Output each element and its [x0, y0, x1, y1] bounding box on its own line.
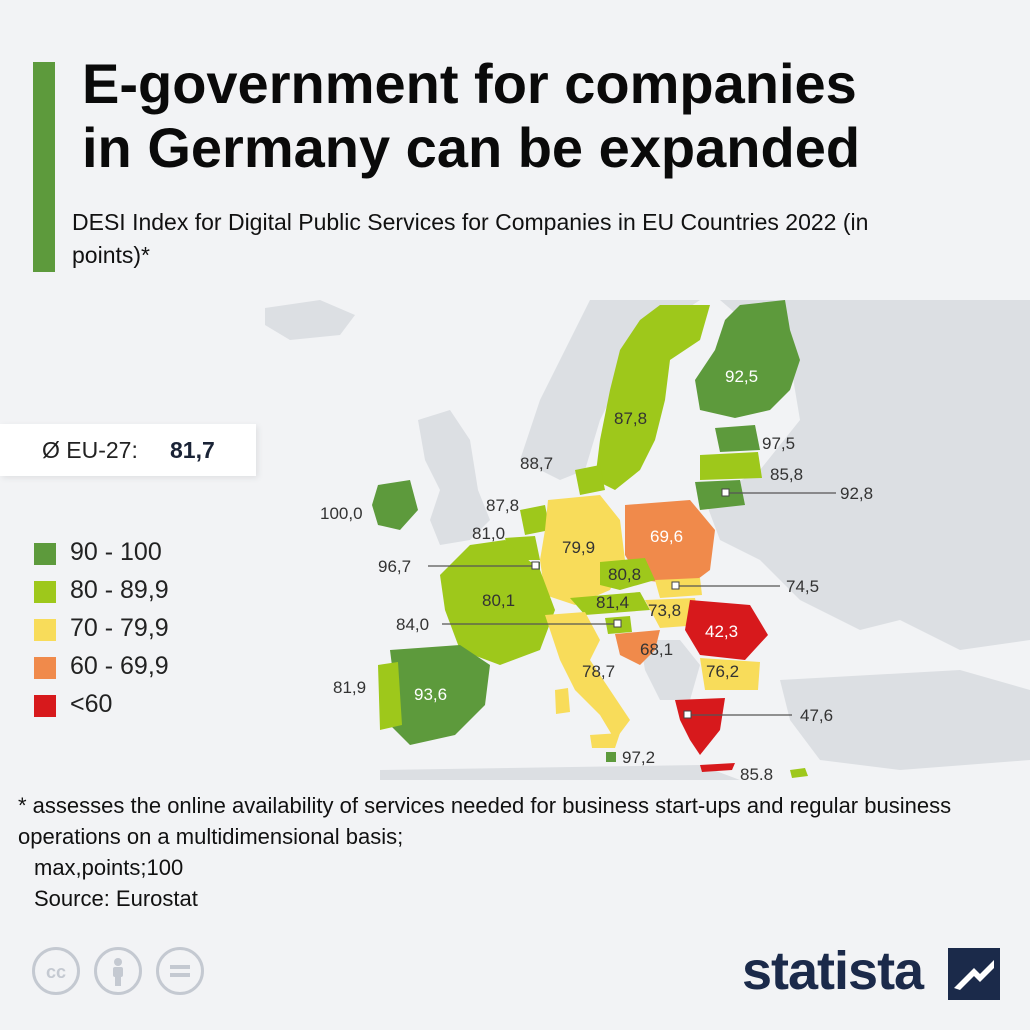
- bulgaria-value: 76,2: [706, 662, 739, 681]
- latvia-value: 85,8: [770, 465, 803, 484]
- luxembourg-value: 96,7: [378, 557, 411, 576]
- legend-swatch: [34, 581, 56, 603]
- greece-value: 47,6: [800, 706, 833, 725]
- legend-label: 70 - 79,9: [70, 614, 169, 642]
- czechia-shape: [600, 558, 655, 590]
- turkey-land: [780, 670, 1030, 770]
- legend-label: 90 - 100: [70, 538, 162, 566]
- eu-average-box: Ø EU-27: 81,7: [0, 424, 256, 476]
- spain-value: 93,6: [414, 685, 447, 704]
- value-labels: 92,5 87,8 97,5 85,8 92,8 88,7 100,0 87,8…: [320, 367, 873, 780]
- denmark-value: 88,7: [520, 454, 553, 473]
- non-eu-land: [265, 300, 1030, 780]
- romania-shape: [685, 600, 768, 660]
- slovakia-value: 74,5: [786, 577, 819, 596]
- balkans-land: [640, 640, 700, 700]
- cc-icon[interactable]: cc: [32, 947, 80, 995]
- portugal-shape: [378, 662, 402, 730]
- germany-value: 79,9: [562, 538, 595, 557]
- greece-shape: [675, 698, 725, 755]
- austria-value: 81,4: [596, 593, 629, 612]
- netherlands-value: 87,8: [486, 496, 519, 515]
- netherlands-shape: [520, 505, 550, 535]
- hungary-value: 73,8: [648, 601, 681, 620]
- legend-swatch: [34, 695, 56, 717]
- page-title: E-government for companies in Germany ca…: [82, 52, 1012, 180]
- eu-countries: [372, 300, 808, 778]
- estonia-shape: [715, 425, 760, 452]
- brand-name: statista: [742, 941, 924, 1001]
- europe-map: 92,5 87,8 97,5 85,8 92,8 88,7 100,0 87,8…: [0, 300, 1030, 780]
- footnote-definition: * assesses the online availability of se…: [18, 793, 952, 849]
- sweden-value: 87,8: [614, 409, 647, 428]
- malta-shape: [606, 752, 616, 762]
- malta-value: 97,2: [622, 748, 655, 767]
- hungary-shape: [645, 598, 700, 628]
- latvia-shape: [700, 452, 762, 480]
- title-accent-bar: [33, 62, 55, 272]
- spain-shape: [390, 645, 490, 745]
- legend-swatch: [34, 543, 56, 565]
- russia-ukraine-land: [705, 300, 1030, 650]
- leader-lines: [428, 488, 836, 719]
- portugal-value: 81,9: [333, 678, 366, 697]
- statista-logo-icon: [948, 948, 1000, 1000]
- ireland-value: 100,0: [320, 504, 363, 523]
- legend-label: 60 - 69,9: [70, 652, 169, 680]
- sweden-shape: [595, 305, 710, 490]
- poland-value: 69,6: [650, 527, 683, 546]
- eu-average-value: 81,7: [170, 437, 215, 463]
- denmark-shape: [575, 465, 605, 495]
- title-line-1: E-government for companies: [82, 52, 857, 115]
- france-shape: [440, 540, 555, 665]
- legend-swatch: [34, 619, 56, 641]
- croatia-shape: [615, 630, 660, 665]
- crete-shape: [700, 763, 735, 772]
- uk-land: [418, 410, 490, 545]
- footnote-max-points: max,points;100: [34, 855, 184, 880]
- footnote: * assesses the online availability of se…: [18, 790, 1018, 914]
- croatia-value: 68,1: [640, 640, 673, 659]
- cyprus-shape: [790, 768, 808, 778]
- sicily-shape: [590, 733, 620, 748]
- attribution-icon[interactable]: [94, 947, 142, 995]
- finland-value: 92,5: [725, 367, 758, 386]
- estonia-value: 97,5: [762, 434, 795, 453]
- italy-value: 78,7: [582, 662, 615, 681]
- slovenia-pin: [613, 619, 622, 628]
- lithuania-pin: [721, 488, 730, 497]
- iceland-land: [265, 300, 355, 340]
- ireland-shape: [372, 480, 418, 530]
- austria-shape: [570, 592, 650, 615]
- eu-average-label: Ø EU-27:: [42, 437, 138, 463]
- legend-label: 80 - 89,9: [70, 576, 169, 604]
- source-note: Source: Eurostat: [34, 886, 198, 911]
- slovenia-value: 84,0: [396, 615, 429, 634]
- north-africa-land: [380, 765, 740, 780]
- greece-pin: [683, 710, 692, 719]
- belgium-value: 81,0: [472, 524, 505, 543]
- no-derivatives-icon[interactable]: [156, 947, 204, 995]
- map-svg: 92,5 87,8 97,5 85,8 92,8 88,7 100,0 87,8…: [265, 300, 1030, 780]
- luxembourg-pin: [531, 561, 540, 570]
- subtitle: DESI Index for Digital Public Services f…: [72, 209, 869, 268]
- sardinia-shape: [555, 688, 570, 714]
- france-value: 80,1: [482, 591, 515, 610]
- italy-shape: [545, 612, 630, 740]
- slovakia-pin: [671, 581, 680, 590]
- title-line-2: in Germany can be expanded: [82, 116, 861, 179]
- romania-value: 42,3: [705, 622, 738, 641]
- bulgaria-shape: [700, 658, 760, 690]
- svg-text:cc: cc: [46, 962, 66, 982]
- lithuania-value: 92,8: [840, 484, 873, 503]
- finland-shape: [695, 300, 800, 418]
- cyprus-value: 85,8: [740, 765, 773, 780]
- legend-label: <60: [70, 690, 113, 718]
- lithuania-shape: [695, 480, 745, 510]
- czechia-value: 80,8: [608, 565, 641, 584]
- legend-swatch: [34, 657, 56, 679]
